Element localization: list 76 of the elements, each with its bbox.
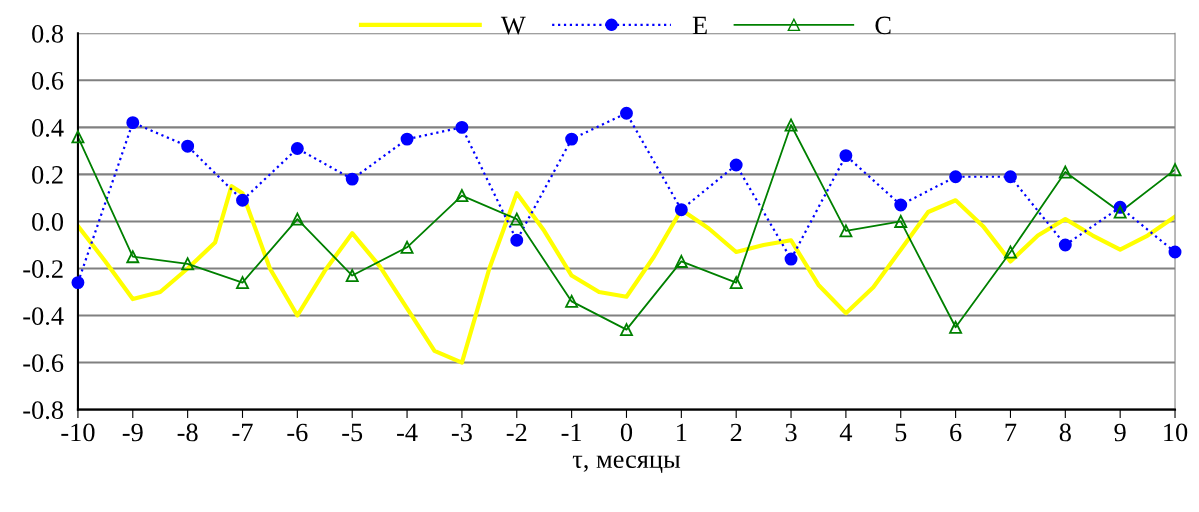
point	[784, 118, 798, 132]
point	[181, 139, 195, 153]
x-tick-label: -10	[61, 423, 95, 442]
point	[729, 276, 743, 290]
point	[510, 212, 524, 226]
point	[620, 323, 633, 337]
legend-label: E	[692, 16, 707, 35]
x-axis-title: τ, месяцы	[572, 455, 681, 473]
line-series	[77, 184, 1176, 365]
x-tick-label: 2	[730, 423, 742, 442]
x-tick-label: -7	[232, 423, 253, 442]
point	[455, 189, 469, 203]
point	[400, 132, 414, 146]
x-tick-label: 7	[1005, 423, 1017, 442]
x-tick-label: 9	[1114, 423, 1126, 442]
legend-label: C	[875, 16, 891, 35]
point	[1003, 170, 1017, 184]
point	[620, 106, 633, 120]
y-tick-label: 0.6	[32, 71, 64, 90]
point	[1058, 165, 1072, 179]
x-tick-label: 10	[1164, 423, 1188, 442]
point	[674, 254, 688, 268]
point	[839, 224, 853, 238]
point	[236, 193, 249, 207]
legend-label: W	[500, 16, 526, 35]
point	[455, 120, 469, 134]
y-tick-label: -0.8	[23, 401, 64, 420]
point	[729, 158, 743, 172]
point	[1058, 238, 1072, 252]
x-tick-label: -5	[342, 423, 363, 442]
x-tick-label: -6	[287, 423, 308, 442]
point	[894, 198, 908, 212]
y-tick-label: 0.8	[32, 24, 64, 43]
y-tick-label: -0.6	[23, 354, 64, 373]
point	[181, 257, 195, 271]
point	[1168, 163, 1182, 177]
y-tick-label: 0.0	[32, 213, 64, 231]
x-tick-label: 5	[895, 423, 907, 442]
x-tick-label: -2	[506, 423, 527, 442]
y-tick-label: -0.4	[23, 307, 64, 326]
point	[126, 250, 140, 264]
point	[1113, 205, 1127, 219]
point	[565, 132, 579, 146]
point	[1003, 245, 1017, 259]
x-tick-label: -3	[451, 423, 472, 442]
x-tick-label: -8	[177, 423, 198, 442]
x-tick-label: 8	[1059, 423, 1071, 442]
point	[71, 130, 85, 144]
point	[236, 276, 249, 290]
point	[839, 149, 853, 163]
x-tick-label: -9	[122, 423, 143, 442]
y-tick-label: 0.2	[32, 166, 63, 184]
x-tick-label: 0	[620, 423, 633, 442]
point	[1168, 245, 1182, 259]
point	[126, 116, 140, 130]
point	[565, 294, 579, 308]
point	[949, 320, 963, 334]
y-tick-label: -0.2	[23, 260, 63, 279]
point	[949, 170, 963, 184]
x-tick-label: 4	[839, 423, 853, 442]
x-tick-label: 1	[677, 423, 687, 442]
point	[674, 203, 688, 217]
point	[784, 252, 798, 266]
point	[510, 233, 524, 247]
x-tick-label: -1	[561, 423, 582, 442]
point	[400, 240, 414, 254]
point	[894, 214, 908, 228]
point	[290, 212, 304, 226]
y-tick-label: 0.4	[32, 118, 64, 137]
point	[345, 172, 359, 186]
x-tick-label: 3	[785, 423, 797, 442]
point	[345, 269, 359, 282]
point	[290, 142, 304, 155]
x-tick-label: -4	[397, 423, 418, 442]
x-tick-label: 6	[950, 423, 962, 442]
point	[71, 276, 85, 290]
